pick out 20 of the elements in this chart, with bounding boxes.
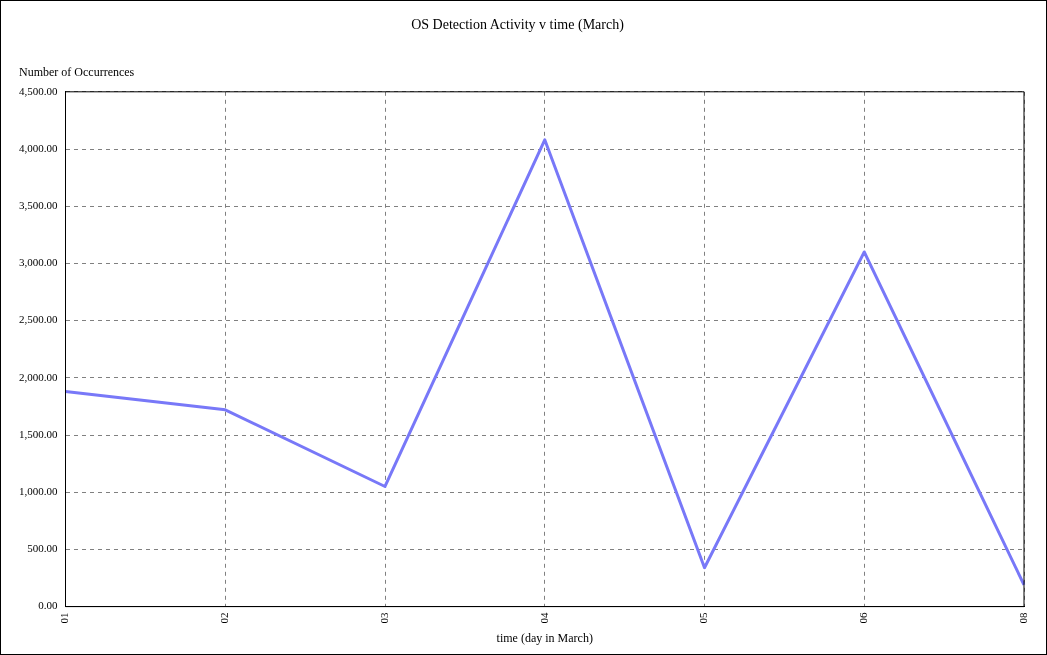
y-tick-label: 500.00	[27, 542, 58, 555]
x-tick-label: 08	[1016, 612, 1029, 624]
y-tick-label: 4,500.00	[19, 84, 58, 97]
y-tick-label: 2,000.00	[19, 370, 58, 383]
x-axis-title: time (day in March)	[496, 630, 593, 645]
y-tick-label: 3,500.00	[19, 199, 58, 212]
chart-title: OS Detection Activity v time (March)	[411, 17, 625, 34]
y-tick-label: 0.00	[38, 599, 58, 612]
x-tick-label: 06	[857, 612, 870, 624]
y-tick-label: 1,000.00	[19, 485, 58, 498]
y-tick-label: 3,000.00	[19, 256, 58, 269]
y-tick-label: 1,500.00	[19, 427, 58, 440]
y-tick-label: 4,000.00	[19, 141, 58, 154]
x-tick-label: 04	[537, 612, 550, 624]
y-tick-label: 2,500.00	[19, 313, 58, 326]
x-tick-label: 05	[697, 612, 710, 624]
x-tick-label: 01	[58, 612, 71, 624]
x-tick-label: 03	[377, 612, 390, 624]
y-axis-title: Number of Occurrences	[19, 65, 135, 80]
x-tick-label: 02	[218, 612, 231, 624]
